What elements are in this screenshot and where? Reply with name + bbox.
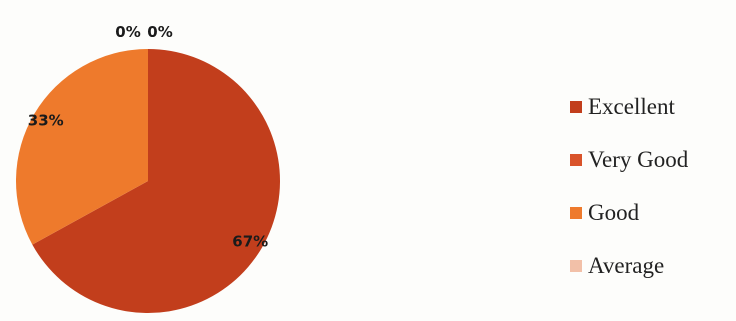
legend-label-very-good: Very Good — [588, 146, 689, 172]
legend-swatch-very-good — [570, 153, 582, 166]
legend-item-very-good: Very Good — [570, 146, 688, 173]
legend-label-good: Good — [588, 199, 640, 225]
legend-item-good: Good — [570, 199, 688, 226]
data-label-excellent: 67% — [232, 232, 268, 250]
legend-label-excellent: Excellent — [588, 93, 675, 119]
data-label-very-good: 0% — [115, 23, 140, 41]
data-label-good: 33% — [28, 112, 64, 130]
data-label-average: 0% — [147, 23, 172, 41]
chart-legend: Excellent Very Good Good Average — [570, 93, 688, 305]
legend-swatch-average — [570, 259, 582, 272]
legend-label-average: Average — [588, 252, 665, 278]
pie-slice-good — [15, 49, 148, 245]
legend-item-excellent: Excellent — [570, 93, 688, 120]
legend-item-average: Average — [570, 252, 688, 279]
pie-slice-excellent — [32, 49, 280, 314]
legend-swatch-excellent — [570, 100, 582, 113]
legend-swatch-good — [570, 206, 582, 219]
